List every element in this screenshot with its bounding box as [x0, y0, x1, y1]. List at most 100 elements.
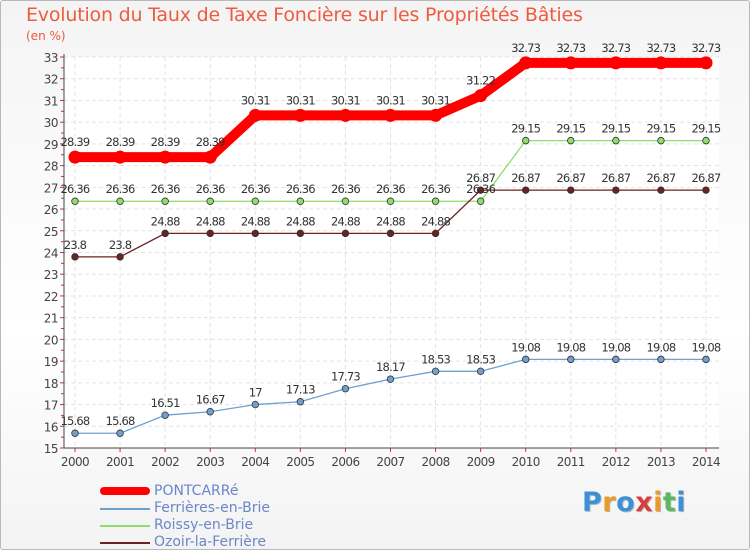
data-label: 26.36	[196, 182, 225, 196]
data-point	[296, 197, 305, 205]
data-label: 19.08	[601, 340, 630, 354]
data-point	[248, 108, 262, 122]
data-point	[474, 89, 488, 103]
data-point	[699, 56, 713, 70]
data-label: 15.68	[106, 414, 135, 428]
data-point	[384, 108, 397, 122]
data-point	[431, 197, 440, 205]
data-label: 32.73	[646, 41, 675, 55]
data-label: 28.39	[151, 135, 180, 149]
data-label: 30.31	[241, 93, 270, 107]
data-point	[251, 197, 259, 205]
data-label: 17.13	[286, 383, 315, 397]
data-point	[203, 150, 217, 164]
data-point	[522, 186, 530, 194]
y-tick-label: 16	[44, 420, 58, 434]
data-point	[71, 197, 79, 205]
data-label: 24.88	[241, 214, 270, 228]
y-tick-label: 20	[44, 333, 58, 347]
data-point	[116, 429, 124, 437]
data-point	[341, 229, 350, 238]
data-point	[293, 108, 307, 122]
data-point	[564, 56, 578, 70]
x-tick-label: 2008	[422, 455, 450, 469]
data-label: 24.88	[421, 214, 450, 228]
x-tick-label: 2013	[647, 455, 675, 469]
data-point	[386, 229, 395, 238]
data-label: 26.87	[646, 171, 675, 185]
legend-swatch-ferrieres	[100, 508, 150, 510]
data-label: 15.68	[61, 414, 90, 428]
logo-letter: P	[582, 487, 603, 518]
logo-letter: x	[635, 487, 654, 518]
data-label: 23.8	[109, 238, 132, 252]
x-tick-label: 2002	[151, 455, 179, 469]
x-tick-label: 2009	[467, 455, 495, 469]
y-tick-label: 31	[44, 94, 58, 108]
data-label: 17	[249, 386, 263, 400]
data-label: 26.36	[61, 182, 90, 196]
legend-swatch-ozoir	[100, 542, 150, 544]
logo-letter: t	[662, 487, 677, 518]
x-tick-label: 2001	[106, 455, 134, 469]
data-point	[338, 108, 352, 122]
legend-label-pontcarre: PONTCARRé	[154, 483, 239, 499]
y-tick-label: 24	[44, 247, 58, 261]
data-label: 26.36	[106, 182, 135, 196]
data-label: 29.15	[601, 122, 630, 136]
data-point	[71, 429, 79, 437]
y-tick-label: 22	[44, 290, 58, 304]
y-tick-label: 33	[44, 51, 58, 65]
x-tick-label: 2010	[512, 455, 540, 469]
data-label: 32.73	[601, 41, 630, 55]
data-label: 26.87	[511, 171, 540, 185]
data-label: 24.88	[331, 214, 360, 228]
data-point	[116, 253, 124, 261]
x-tick-label: 2000	[61, 455, 89, 469]
data-point	[296, 229, 305, 238]
data-label: 26.36	[286, 182, 315, 196]
data-point	[657, 136, 665, 145]
y-tick-label: 30	[44, 116, 58, 130]
data-label: 29.15	[646, 122, 675, 136]
x-tick-label: 2005	[286, 455, 314, 469]
data-point	[206, 229, 214, 238]
data-point	[567, 355, 575, 364]
data-point	[113, 150, 127, 164]
data-point	[386, 375, 395, 383]
data-point	[522, 355, 530, 364]
x-tick-label: 2007	[376, 455, 404, 469]
data-label: 19.08	[692, 340, 721, 354]
data-label: 26.87	[556, 171, 585, 185]
data-label: 32.73	[692, 41, 721, 55]
y-tick-label: 27	[44, 181, 58, 195]
x-tick-label: 2011	[557, 455, 585, 469]
y-tick-label: 18	[44, 377, 58, 391]
data-label: 32.73	[556, 41, 585, 55]
data-point	[476, 186, 485, 194]
data-label: 16.67	[196, 393, 225, 407]
data-label: 19.08	[556, 340, 585, 354]
data-label: 26.36	[466, 182, 495, 196]
x-tick-label: 2006	[331, 455, 359, 469]
data-point	[429, 108, 443, 122]
data-point	[251, 400, 259, 409]
data-point	[519, 56, 533, 70]
data-label: 18.53	[466, 352, 495, 366]
data-label: 24.88	[376, 214, 405, 228]
data-label: 30.31	[331, 93, 360, 107]
y-tick-label: 25	[44, 225, 58, 239]
data-point	[341, 384, 350, 393]
data-point	[161, 229, 169, 238]
data-point	[341, 197, 350, 205]
data-point	[476, 197, 485, 205]
data-label: 24.88	[286, 214, 315, 228]
data-point	[612, 186, 620, 194]
data-label: 26.87	[466, 171, 495, 185]
data-label: 28.39	[61, 135, 90, 149]
y-tick-label: 32	[44, 73, 58, 87]
y-tick-label: 26	[44, 203, 58, 217]
y-tick-label: 17	[44, 399, 58, 413]
chart-title: Evolution du Taux de Taxe Foncière sur l…	[26, 4, 583, 26]
